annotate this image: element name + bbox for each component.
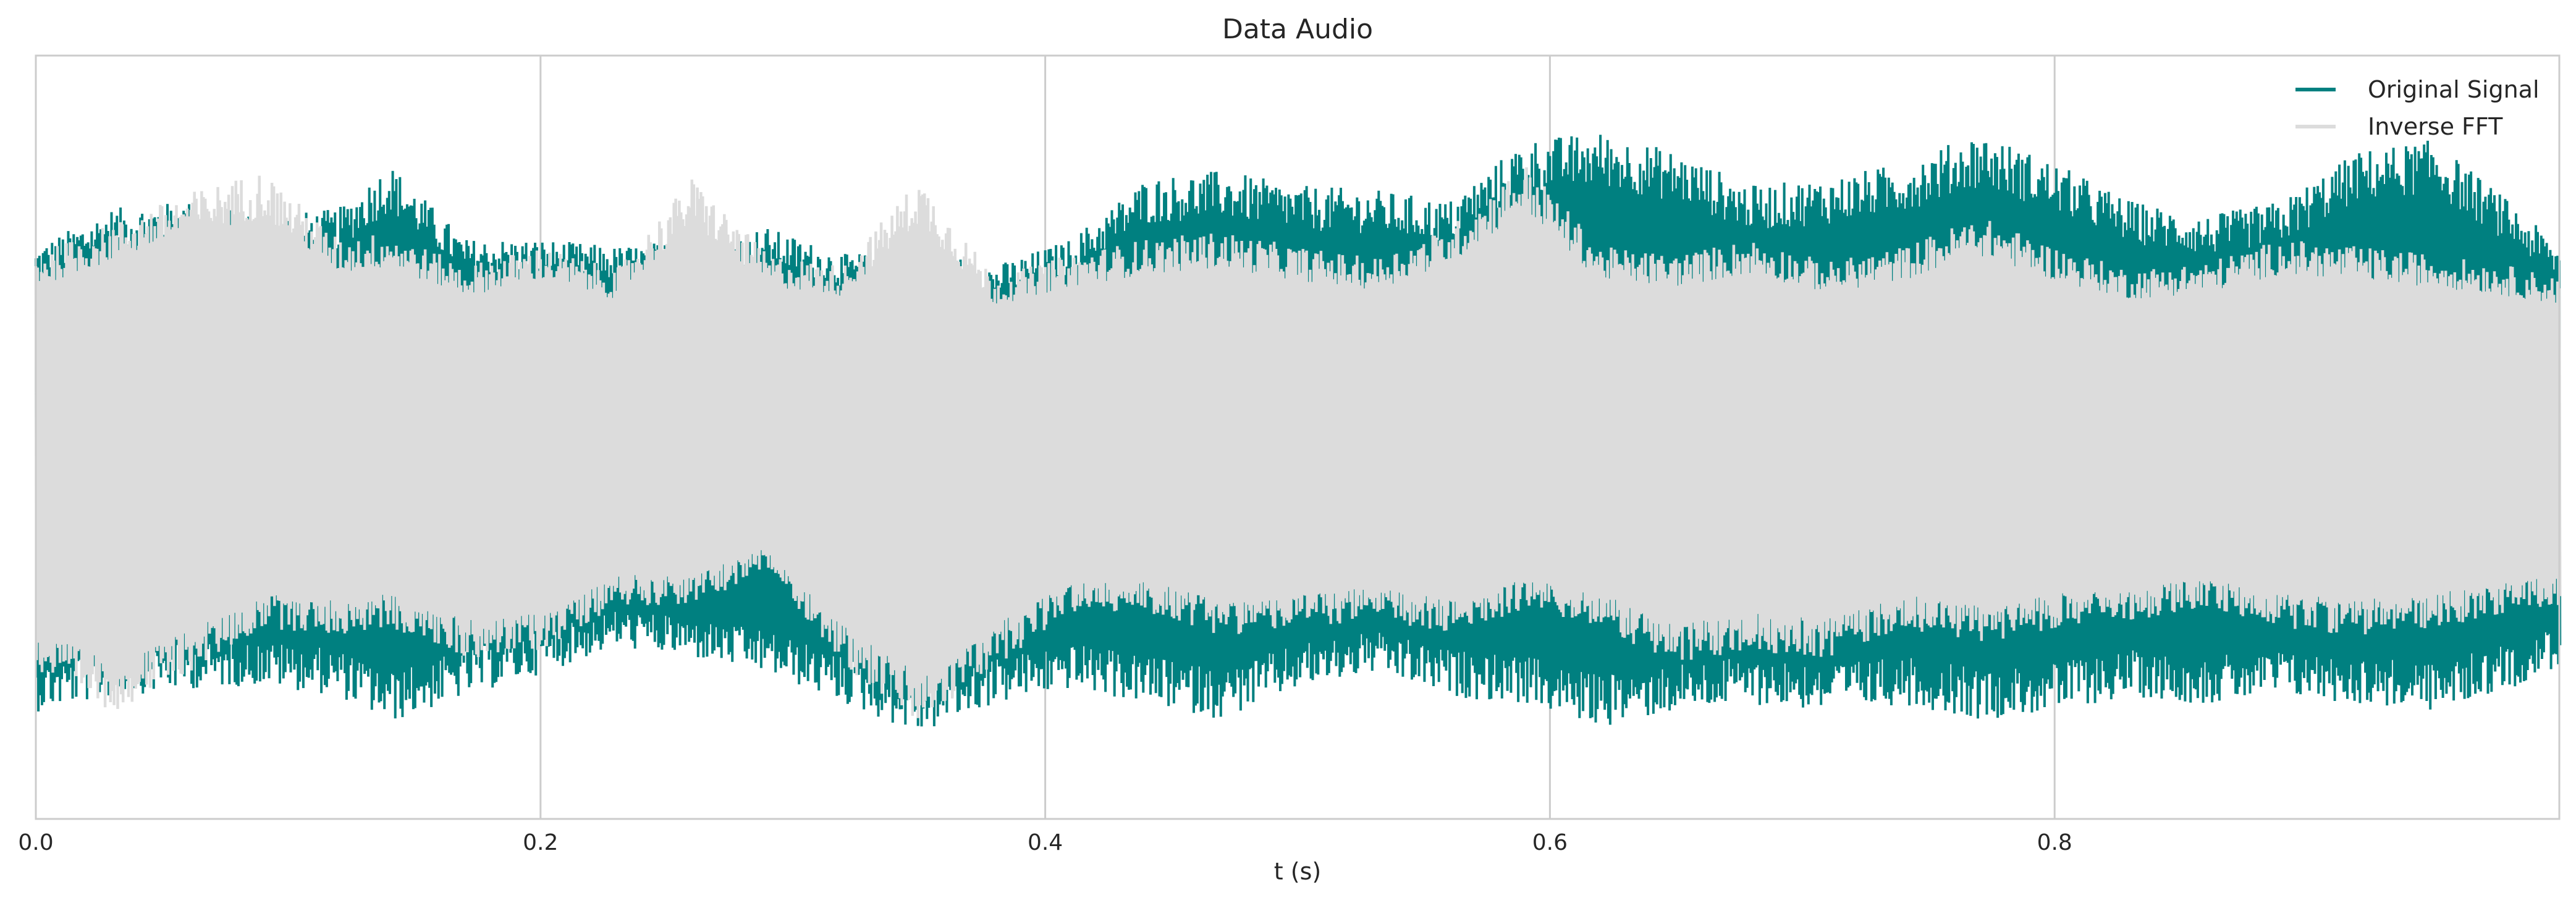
series-layer — [34, 135, 2562, 727]
legend-label-original: Original Signal — [2368, 76, 2540, 103]
chart-title: Data Audio — [1222, 14, 1373, 45]
x-tick-label: 0.6 — [1532, 830, 1568, 855]
series-inverse-fft-body — [36, 217, 2559, 669]
x-tick-label: 0.8 — [2037, 830, 2072, 855]
x-tick-label: 0.4 — [1028, 830, 1063, 855]
x-tick-label: 0.2 — [523, 830, 558, 855]
plot-frame — [35, 54, 2561, 820]
x-axis-label: t (s) — [1274, 858, 1321, 885]
x-tick-labels: 0.0 0.2 0.4 0.6 0.8 — [18, 830, 2072, 855]
x-tick-label: 0.0 — [18, 830, 53, 855]
legend: Original Signal Inverse FFT — [2295, 76, 2540, 140]
legend-label-inverse: Inverse FFT — [2368, 113, 2503, 140]
